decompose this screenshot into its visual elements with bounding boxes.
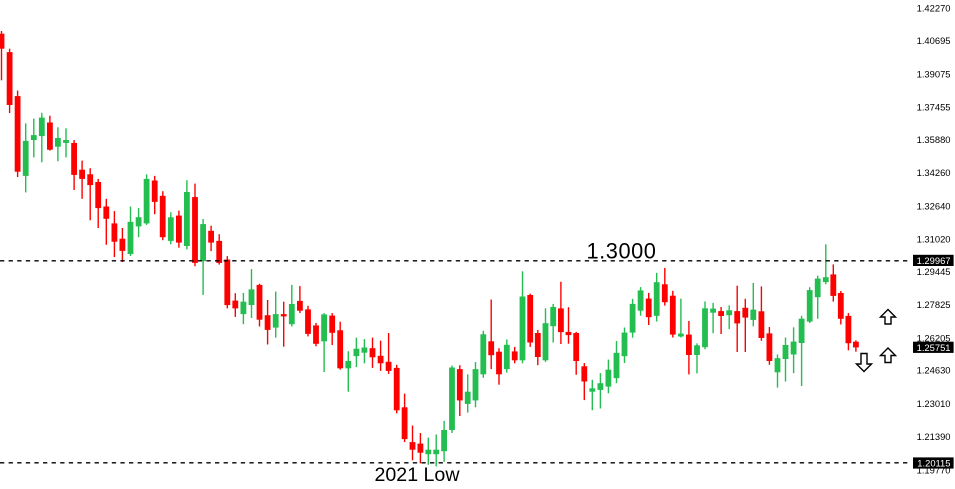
svg-text:1.37455: 1.37455 bbox=[917, 102, 951, 113]
svg-text:1.35880: 1.35880 bbox=[917, 134, 951, 145]
svg-text:1.20115: 1.20115 bbox=[917, 458, 950, 469]
svg-text:1.42270: 1.42270 bbox=[917, 3, 951, 14]
svg-text:1.25751: 1.25751 bbox=[917, 342, 951, 353]
svg-text:1.29967: 1.29967 bbox=[917, 255, 951, 266]
svg-text:1.23010: 1.23010 bbox=[917, 398, 951, 409]
svg-text:1.24630: 1.24630 bbox=[917, 365, 951, 376]
svg-text:1.21390: 1.21390 bbox=[917, 431, 951, 442]
svg-text:2021 Low: 2021 Low bbox=[375, 464, 461, 486]
svg-text:1.39075: 1.39075 bbox=[917, 68, 951, 79]
svg-text:1.31020: 1.31020 bbox=[917, 234, 951, 245]
svg-text:1.27825: 1.27825 bbox=[917, 299, 951, 310]
svg-text:1.29445: 1.29445 bbox=[917, 266, 951, 277]
svg-text:1.34260: 1.34260 bbox=[917, 167, 951, 178]
svg-text:1.40695: 1.40695 bbox=[917, 35, 951, 46]
svg-text:1.32640: 1.32640 bbox=[917, 200, 951, 211]
svg-text:1.26205: 1.26205 bbox=[917, 332, 951, 343]
svg-text:1.3000: 1.3000 bbox=[587, 238, 657, 263]
svg-text:1.19770: 1.19770 bbox=[917, 464, 951, 475]
